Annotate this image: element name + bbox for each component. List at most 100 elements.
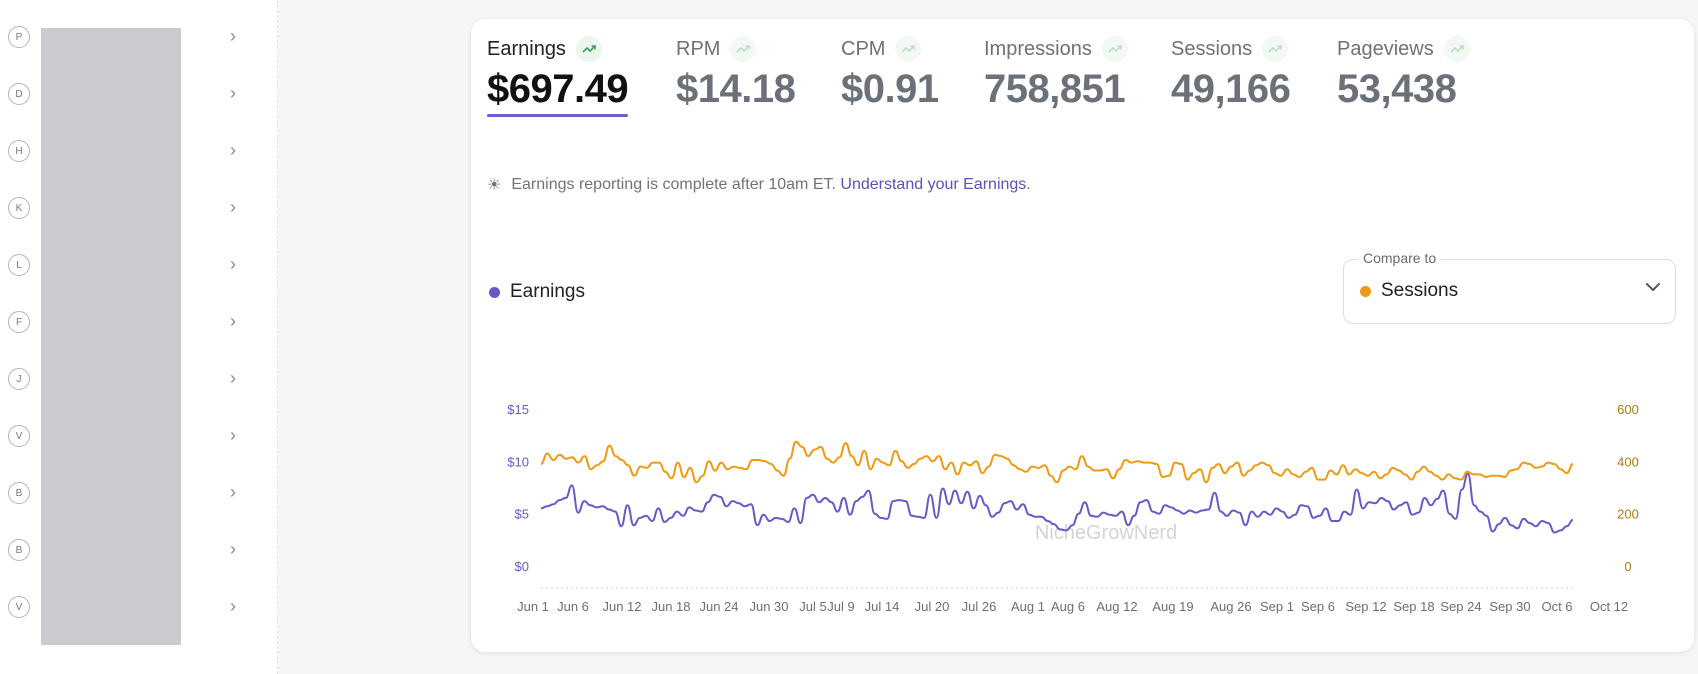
metric-tab-earnings[interactable]: Earnings $697.49 bbox=[487, 35, 629, 117]
x-tick-label: Sep 18 bbox=[1393, 599, 1434, 614]
y-left-tick-label: $15 bbox=[507, 402, 529, 417]
x-tick-label: Sep 12 bbox=[1345, 599, 1386, 614]
metric-label: Pageviews bbox=[1337, 37, 1434, 60]
compare-to-label: Compare to bbox=[1358, 250, 1442, 266]
trending-up-icon bbox=[730, 36, 757, 62]
chevron-right-icon[interactable]: › bbox=[230, 254, 236, 274]
metric-tab-impressions[interactable]: Impressions 758,851 bbox=[984, 35, 1128, 112]
sun-icon: ☀ bbox=[487, 177, 502, 194]
earnings-legend-dot bbox=[489, 286, 500, 298]
metric-value: 53,438 bbox=[1337, 67, 1457, 111]
x-tick-label: Aug 1 bbox=[1011, 599, 1045, 614]
metric-label-row: RPM bbox=[676, 35, 795, 63]
chevron-right-icon[interactable]: › bbox=[230, 425, 236, 445]
site-letter-icon: F bbox=[8, 311, 30, 333]
site-sidebar: P › D › H › K › L › F › J › V › B › B › V › bbox=[0, 0, 278, 674]
sidebar-item[interactable]: H › bbox=[0, 131, 278, 171]
chart-legend: Earnings bbox=[489, 281, 585, 303]
x-tick-label: Jul 9 bbox=[827, 599, 854, 614]
chevron-right-icon[interactable]: › bbox=[230, 368, 236, 388]
x-tick-label: Jun 6 bbox=[557, 599, 589, 614]
x-tick-label: Jun 12 bbox=[602, 599, 641, 614]
metric-tab-sessions[interactable]: Sessions 49,166 bbox=[1171, 35, 1291, 112]
site-letter-icon: V bbox=[8, 596, 30, 618]
metric-label-row: Sessions bbox=[1171, 35, 1290, 63]
y-right-tick-label: 200 bbox=[1617, 507, 1639, 522]
x-tick-label: Sep 6 bbox=[1301, 599, 1335, 614]
understand-earnings-link[interactable]: Understand your Earnings bbox=[840, 176, 1027, 193]
active-tab-underline bbox=[487, 114, 629, 117]
chevron-right-icon[interactable]: › bbox=[230, 311, 236, 331]
x-tick-label: Oct 12 bbox=[1590, 599, 1628, 614]
chevron-right-icon[interactable]: › bbox=[230, 83, 236, 103]
sidebar-item[interactable]: K › bbox=[0, 188, 278, 228]
sidebar-item[interactable]: L › bbox=[0, 245, 278, 285]
x-tick-label: Jul 14 bbox=[865, 599, 900, 614]
chevron-right-icon[interactable]: › bbox=[230, 596, 236, 616]
compare-to-select[interactable]: Compare to Sessions bbox=[1343, 250, 1676, 324]
x-tick-label: Aug 26 bbox=[1210, 599, 1251, 614]
x-tick-label: Aug 6 bbox=[1051, 599, 1085, 614]
chevron-down-icon[interactable] bbox=[1645, 282, 1661, 292]
site-letter-icon: H bbox=[8, 140, 30, 162]
compare-value-label: Sessions bbox=[1381, 280, 1459, 301]
sidebar-item[interactable]: D › bbox=[0, 74, 278, 114]
trending-up-icon bbox=[895, 36, 922, 62]
metric-label-row: CPM bbox=[841, 35, 939, 63]
compare-selected-value: Sessions bbox=[1360, 280, 1458, 302]
redacted-site-names bbox=[41, 28, 181, 645]
site-letter-icon: L bbox=[8, 254, 30, 276]
metric-value: 758,851 bbox=[984, 67, 1126, 111]
metric-tab-cpm[interactable]: CPM $0.91 bbox=[841, 35, 939, 112]
chevron-right-icon[interactable]: › bbox=[230, 197, 236, 217]
x-tick-label: Sep 30 bbox=[1489, 599, 1530, 614]
sessions-series-line bbox=[540, 440, 1574, 484]
metric-tab-rpm[interactable]: RPM $14.18 bbox=[676, 35, 796, 112]
sidebar-item[interactable]: P › bbox=[0, 17, 278, 57]
notice-period: . bbox=[1026, 176, 1031, 193]
x-tick-label: Aug 19 bbox=[1152, 599, 1193, 614]
x-tick-label: Jun 1 bbox=[517, 599, 549, 614]
metric-label-row: Pageviews bbox=[1337, 35, 1470, 63]
site-letter-icon: D bbox=[8, 83, 30, 105]
trending-up-icon bbox=[575, 36, 602, 62]
chevron-right-icon[interactable]: › bbox=[230, 26, 236, 46]
chevron-right-icon[interactable]: › bbox=[230, 482, 236, 502]
x-tick-label: Jun 30 bbox=[749, 599, 788, 614]
metric-label: Sessions bbox=[1171, 37, 1253, 60]
y-right-tick-label: 0 bbox=[1624, 559, 1631, 574]
chevron-right-icon[interactable]: › bbox=[230, 140, 236, 160]
metric-label: Earnings bbox=[487, 37, 566, 60]
metric-label: Impressions bbox=[984, 37, 1092, 60]
legend-earnings-label: Earnings bbox=[510, 281, 585, 302]
site-letter-icon: B bbox=[8, 482, 30, 504]
x-tick-label: Aug 12 bbox=[1096, 599, 1137, 614]
site-letter-icon: P bbox=[8, 26, 30, 48]
x-tick-label: Jul 20 bbox=[915, 599, 950, 614]
metric-label-row: Earnings bbox=[487, 35, 628, 63]
sidebar-item[interactable]: F › bbox=[0, 302, 278, 342]
site-letter-icon: K bbox=[8, 197, 30, 219]
sidebar-item[interactable]: V › bbox=[0, 587, 278, 627]
metric-tab-pageviews[interactable]: Pageviews 53,438 bbox=[1337, 35, 1470, 112]
metric-value: $14.18 bbox=[676, 67, 796, 111]
trending-up-icon bbox=[1262, 36, 1289, 62]
y-left-tick-label: $0 bbox=[515, 559, 529, 574]
sidebar-item[interactable]: B › bbox=[0, 473, 278, 513]
sidebar-item[interactable]: J › bbox=[0, 359, 278, 399]
earnings-series-line bbox=[540, 472, 1574, 534]
sidebar-item[interactable]: B › bbox=[0, 530, 278, 570]
metric-label-row: Impressions bbox=[984, 35, 1128, 63]
x-tick-label: Jun 18 bbox=[651, 599, 690, 614]
site-letter-icon: J bbox=[8, 368, 30, 390]
y-right-tick-label: 600 bbox=[1617, 402, 1639, 417]
sidebar-item[interactable]: V › bbox=[0, 416, 278, 456]
metric-value: $0.91 bbox=[841, 67, 939, 111]
earnings-card: Earnings $697.49 RPM $14.18 CPM $0.91 Impressi… bbox=[471, 19, 1694, 652]
chevron-right-icon[interactable]: › bbox=[230, 539, 236, 559]
site-letter-icon: V bbox=[8, 425, 30, 447]
trending-up-icon bbox=[1101, 36, 1128, 62]
site-letter-icon: B bbox=[8, 539, 30, 561]
x-tick-label: Jul 5 bbox=[799, 599, 826, 614]
x-tick-label: Sep 24 bbox=[1440, 599, 1481, 614]
